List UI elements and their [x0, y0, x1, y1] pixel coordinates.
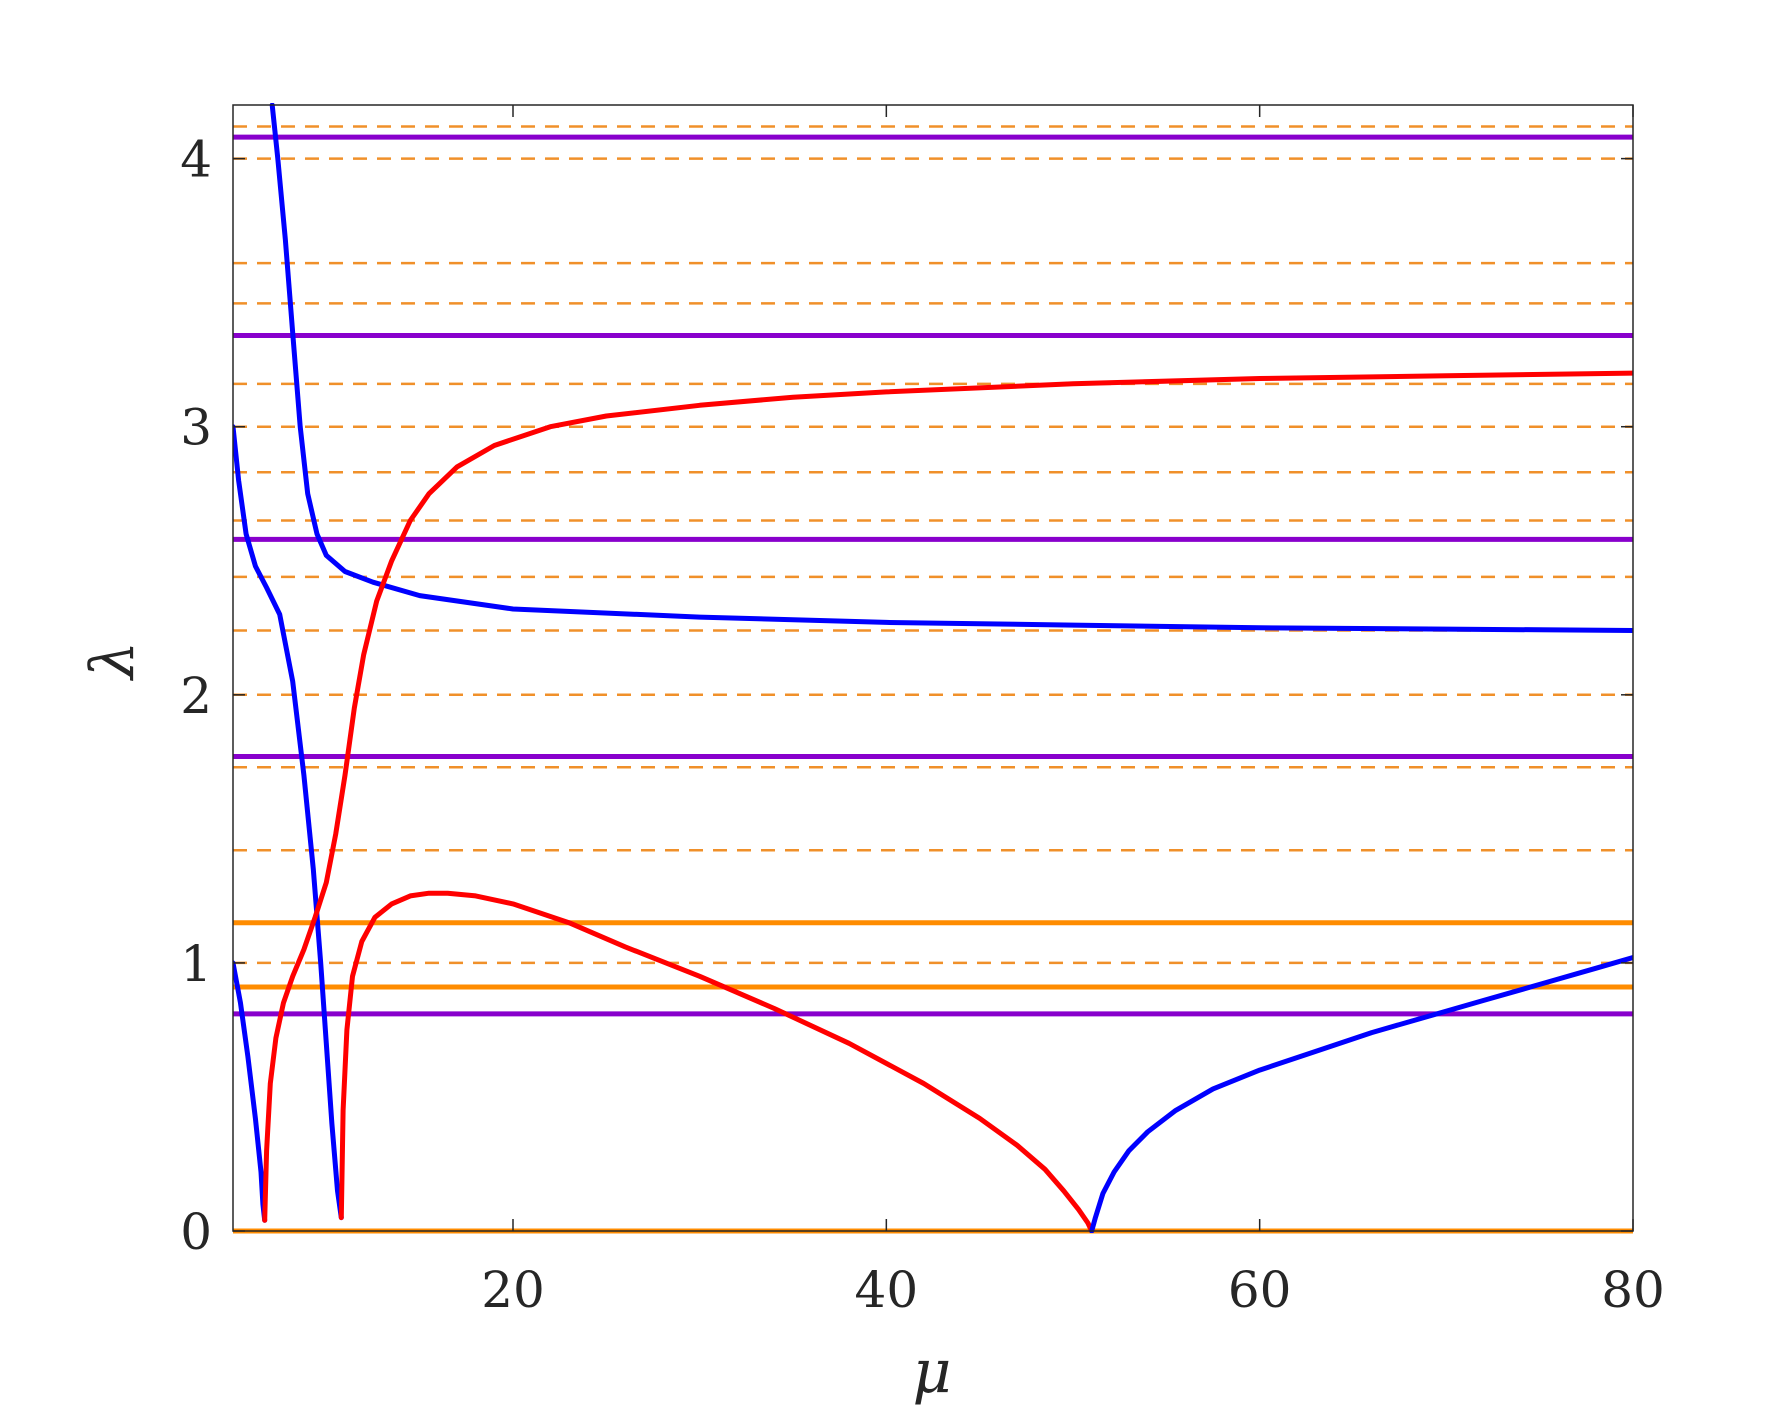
red-branch-4 — [338, 890, 1095, 1233]
blue-branch-1 — [233, 424, 344, 1221]
y-tick-label-2: 2 — [180, 667, 212, 725]
x-axis-label: μ — [913, 1337, 952, 1406]
x-tick-label-1: 40 — [855, 1261, 919, 1319]
blue-branch-2 — [269, 103, 1633, 633]
y-tick-label-1: 1 — [180, 935, 212, 993]
blue-branch-5 — [1089, 955, 1633, 1233]
series-layer — [233, 103, 1633, 1233]
red-branch-3 — [262, 370, 1633, 1223]
y-tick-label-0: 0 — [180, 1203, 212, 1261]
ticks: 20 40 60 80 0 1 2 3 4 — [180, 105, 1665, 1319]
plot-frame — [232, 104, 1634, 1232]
x-tick-label-2: 60 — [1228, 1261, 1292, 1319]
y-tick-label-4: 4 — [180, 131, 212, 189]
x-tick-label-0: 20 — [481, 1261, 545, 1319]
series-group — [233, 103, 1633, 1233]
x-tick-label-3: 80 — [1601, 1261, 1665, 1319]
y-tick-label-3: 3 — [180, 399, 212, 457]
y-axis-label: λ — [78, 641, 148, 681]
